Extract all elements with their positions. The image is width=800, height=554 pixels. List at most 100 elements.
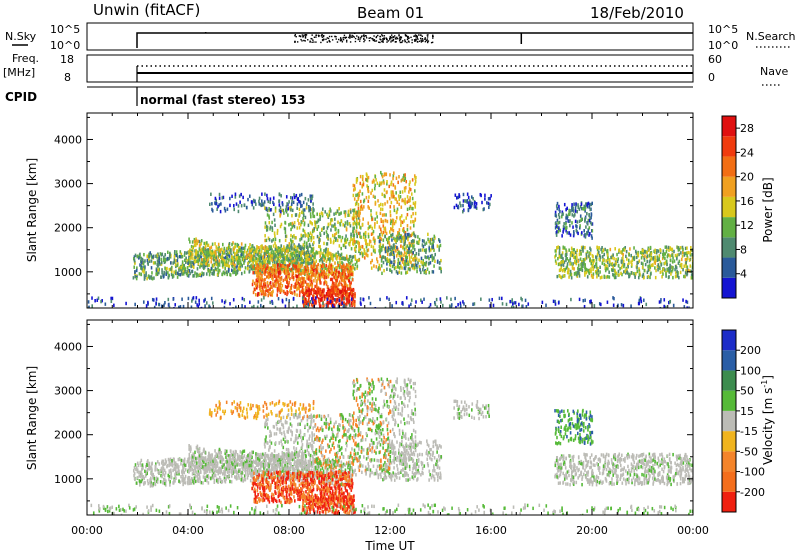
data-point: [198, 258, 200, 262]
nsearch-dot: [411, 39, 413, 41]
data-point: [583, 262, 586, 266]
data-point: [283, 245, 285, 249]
data-point: [401, 257, 403, 261]
data-point: [367, 235, 370, 239]
data-point: [195, 259, 198, 263]
data-point: [366, 248, 369, 253]
data-point: [584, 205, 587, 210]
data-point: [298, 282, 301, 286]
data-point: [248, 270, 251, 274]
data-point: [268, 292, 271, 296]
nsearch-dot: [342, 37, 344, 39]
data-point: [352, 193, 355, 198]
data-point: [268, 260, 271, 264]
data-point: [389, 247, 392, 252]
data-point: [413, 244, 415, 248]
data-point: [361, 174, 364, 179]
nsearch-dot: [344, 37, 347, 39]
data-point: [562, 245, 565, 249]
data-point: [640, 256, 643, 260]
data-point: [306, 282, 308, 287]
data-point: [236, 242, 238, 247]
data-point: [226, 251, 229, 255]
data-point: [269, 274, 271, 278]
data-point: [562, 257, 564, 261]
data-point: [277, 252, 280, 256]
data-point: [359, 226, 362, 230]
data-point: [155, 254, 157, 258]
data-point: [664, 268, 666, 272]
data-point: [370, 252, 373, 256]
data-point: [297, 283, 300, 288]
data-point: [266, 197, 269, 201]
data-point: [274, 241, 276, 245]
data-point: [310, 221, 312, 225]
data-point: [196, 241, 198, 245]
data-point: [386, 219, 389, 224]
data-point: [404, 176, 407, 181]
data-point: [142, 300, 145, 304]
data-point: [277, 271, 280, 275]
data-point: [284, 251, 287, 256]
data-point: [365, 178, 368, 182]
data-point: [257, 275, 259, 280]
data-point: [481, 200, 483, 205]
data-point: [185, 260, 187, 265]
data-point: [297, 218, 299, 223]
data-point: [404, 233, 407, 237]
data-point: [140, 256, 142, 261]
data-point: [300, 272, 302, 276]
data-point: [231, 268, 233, 272]
data-point: [146, 261, 149, 265]
data-point: [404, 230, 407, 235]
data-point: [303, 280, 305, 284]
data-point: [384, 228, 387, 232]
nsearch-dot: [337, 38, 340, 41]
data-point: [263, 200, 266, 204]
data-point: [320, 251, 322, 255]
data-point: [290, 206, 292, 210]
data-point: [406, 250, 408, 255]
data-point: [260, 292, 263, 296]
data-point: [413, 189, 416, 193]
data-point: [211, 242, 214, 246]
data-point: [302, 247, 305, 251]
data-point: [308, 257, 310, 262]
data-point: [565, 207, 567, 212]
data-point: [225, 270, 228, 274]
data-point: [311, 284, 313, 288]
data-point: [621, 263, 624, 267]
data-point: [204, 244, 207, 249]
data-point: [113, 303, 115, 307]
data-point: [567, 259, 570, 263]
data-point: [240, 246, 243, 250]
nsearch-dot: [375, 35, 378, 38]
data-point: [141, 260, 143, 265]
nsearch-dot: [315, 41, 317, 43]
data-point: [194, 271, 196, 275]
nsearch-dot: [404, 39, 406, 41]
data-point: [412, 239, 415, 243]
data-point: [187, 274, 190, 278]
data-point: [416, 269, 418, 274]
data-point: [421, 239, 424, 243]
data-point: [393, 259, 395, 263]
data-point: [186, 266, 189, 270]
data-point: [313, 255, 315, 259]
data-point: [246, 254, 248, 258]
data-point: [236, 256, 239, 260]
data-point: [258, 196, 261, 201]
nsearch-dot: [400, 37, 402, 39]
data-point: [318, 244, 320, 249]
data-point: [327, 247, 329, 252]
data-point: [414, 176, 417, 180]
nsearch-dot: [418, 40, 421, 42]
data-point: [646, 250, 648, 255]
data-point: [286, 202, 288, 206]
data-point: [408, 259, 411, 263]
data-point: [579, 257, 582, 261]
nsearch-dot: [351, 34, 353, 37]
data-point: [279, 278, 281, 283]
data-point: [392, 190, 394, 194]
data-point: [566, 264, 569, 269]
